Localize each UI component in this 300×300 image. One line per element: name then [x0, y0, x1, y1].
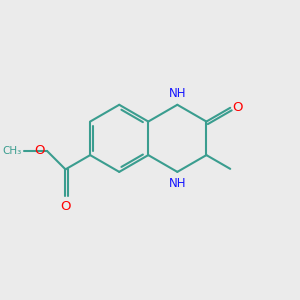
Text: O: O — [34, 144, 45, 158]
Text: NH: NH — [169, 86, 186, 100]
Text: CH₃: CH₃ — [2, 146, 21, 156]
Text: O: O — [232, 101, 243, 114]
Text: O: O — [60, 200, 71, 213]
Text: NH: NH — [169, 177, 186, 190]
